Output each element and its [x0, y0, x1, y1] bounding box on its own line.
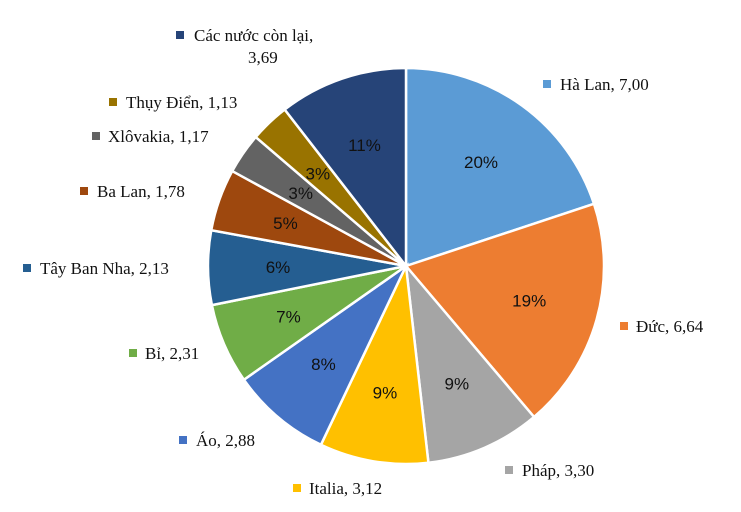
- category-label-italia: Italia, 3,12: [309, 479, 382, 498]
- legend-marker-italia: [293, 484, 301, 492]
- category-label-ha-lan: Hà Lan, 7,00: [560, 75, 649, 94]
- category-label-ba-lan: Ba Lan, 1,78: [97, 182, 185, 201]
- percent-label-cac-nuoc-con-lai: 11%: [348, 136, 381, 155]
- category-label-tay-ban-nha: Tây Ban Nha, 2,13: [40, 259, 169, 278]
- percent-label-phap: 9%: [445, 375, 470, 394]
- legend-marker-cac-nuoc-con-lai: [176, 31, 184, 39]
- category-label-bi: Bỉ, 2,31: [145, 344, 199, 363]
- legend-marker-phap: [505, 466, 513, 474]
- pie-slice-cac-nuoc-con-lai: [282, 66, 408, 270]
- percent-label-ao: 8%: [311, 355, 336, 374]
- category-label-phap: Pháp, 3,30: [522, 461, 594, 480]
- category-label-cac-nuoc-con-lai: Các nước còn lại, 3,69: [194, 26, 313, 67]
- percent-label-italia: 9%: [373, 383, 398, 402]
- legend-marker-tay-ban-nha: [23, 264, 31, 272]
- legend-marker-ao: [179, 436, 187, 444]
- pie-slice-duc: [403, 202, 606, 419]
- category-label-thuy-dien: Thụy Điển, 1,13: [126, 93, 237, 112]
- category-label-ao: Áo, 2,88: [196, 431, 255, 450]
- category-label-duc: Đức, 6,64: [636, 317, 704, 336]
- legend-marker-duc: [620, 322, 628, 330]
- percent-label-ba-lan: 5%: [273, 214, 298, 233]
- legend-marker-xlovakia: [92, 132, 100, 140]
- legend-marker-bi: [129, 349, 137, 357]
- percent-label-thuy-dien: 3%: [306, 164, 331, 183]
- percent-label-bi: 7%: [276, 308, 301, 327]
- category-label-xlovakia: Xlôvakia, 1,17: [108, 127, 209, 146]
- pie-slice-ha-lan: [404, 66, 596, 268]
- pie-slice-italia: [319, 261, 430, 466]
- legend-marker-ha-lan: [543, 80, 551, 88]
- percent-label-tay-ban-nha: 6%: [266, 258, 291, 277]
- pie-slice-ao: [242, 262, 410, 447]
- legend-marker-ba-lan: [80, 187, 88, 195]
- percent-label-ha-lan: 20%: [464, 153, 498, 172]
- legend-marker-thuy-dien: [109, 98, 117, 106]
- percent-label-duc: 19%: [512, 292, 546, 311]
- pie-slice-phap: [404, 262, 536, 465]
- percent-label-xlovakia: 3%: [288, 184, 313, 203]
